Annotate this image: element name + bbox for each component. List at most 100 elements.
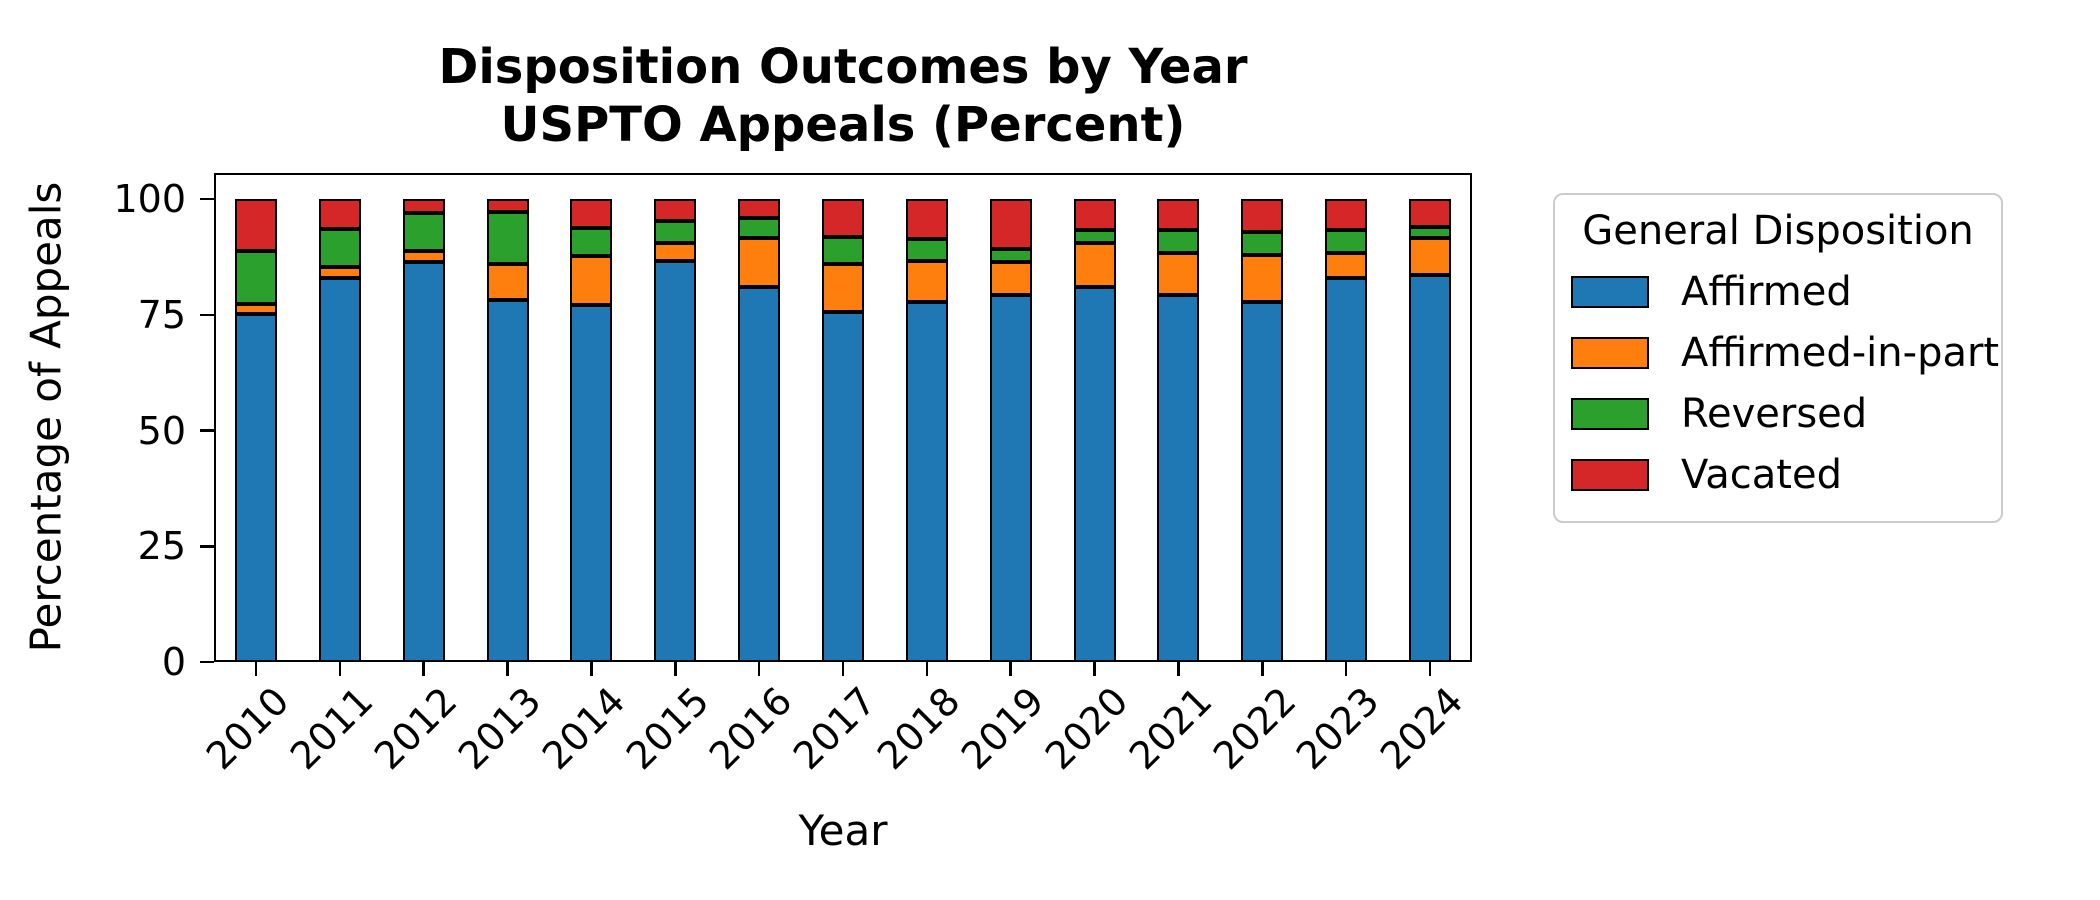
x-tick-label-2023: 2023 bbox=[1288, 678, 1388, 779]
legend-row-affirmed-in-part: Affirmed-in-part bbox=[1555, 322, 2001, 383]
y-tick-label-50: 50 bbox=[137, 408, 186, 453]
bar-2018-affirmed bbox=[905, 301, 948, 662]
bar-2020-affirmed bbox=[1073, 286, 1116, 662]
bar-2021-affirmed bbox=[1157, 295, 1200, 662]
bar-2011-affirmed-in-part bbox=[318, 266, 361, 278]
y-tick-mark-0 bbox=[200, 660, 214, 664]
bar-2017-reversed bbox=[822, 236, 864, 264]
x-tick-mark-2012 bbox=[422, 662, 425, 676]
x-tick-mark-2022 bbox=[1261, 662, 1264, 676]
bar-2016-affirmed bbox=[738, 286, 781, 662]
bar-2011-affirmed bbox=[318, 277, 361, 662]
x-tick-label-2010: 2010 bbox=[198, 678, 298, 779]
bar-2023-affirmed-in-part bbox=[1325, 252, 1368, 278]
x-tick-mark-2024 bbox=[1428, 662, 1432, 676]
legend-title: General Disposition bbox=[1582, 208, 1974, 254]
bar-2013-vacated bbox=[486, 199, 529, 213]
x-tick-label-2021: 2021 bbox=[1120, 678, 1221, 779]
bar-2024-vacated bbox=[1409, 199, 1452, 227]
bar-2019-reversed bbox=[989, 249, 1032, 263]
legend-swatch-vacated bbox=[1571, 458, 1649, 491]
bar-2013-reversed bbox=[486, 212, 529, 265]
x-tick-label-2024: 2024 bbox=[1372, 678, 1472, 779]
bar-2016-vacated bbox=[738, 199, 781, 218]
bar-2012-vacated bbox=[402, 199, 445, 214]
bar-2012-affirmed-in-part bbox=[402, 251, 445, 263]
bar-2024-reversed bbox=[1409, 226, 1452, 239]
legend-swatch-affirmed-in-part bbox=[1571, 336, 1649, 369]
x-tick-label-2017: 2017 bbox=[785, 678, 885, 779]
bar-2022-vacated bbox=[1241, 199, 1284, 233]
bar-2017-vacated bbox=[822, 199, 864, 237]
bar-2021-affirmed-in-part bbox=[1157, 253, 1200, 296]
x-tick-mark-2023 bbox=[1344, 662, 1348, 676]
bar-2015-affirmed-in-part bbox=[654, 243, 697, 262]
bar-2020-vacated bbox=[1073, 199, 1116, 231]
x-tick-mark-2015 bbox=[674, 662, 677, 676]
x-tick-label-2012: 2012 bbox=[365, 678, 466, 779]
bar-2023-affirmed bbox=[1325, 277, 1368, 662]
bar-2019-vacated bbox=[989, 199, 1032, 250]
bar-2015-reversed bbox=[654, 220, 697, 244]
bar-2018-reversed bbox=[905, 239, 948, 261]
bar-2017-affirmed bbox=[822, 312, 864, 662]
bar-2023-vacated bbox=[1325, 199, 1368, 231]
bar-2024-affirmed-in-part bbox=[1409, 238, 1452, 276]
bar-2012-reversed bbox=[402, 213, 445, 252]
legend-label-affirmed-in-part: Affirmed-in-part bbox=[1681, 329, 2000, 376]
y-tick-label-25: 25 bbox=[137, 524, 186, 569]
legend-swatch-affirmed bbox=[1571, 275, 1649, 308]
bar-2019-affirmed bbox=[989, 294, 1032, 662]
bar-2014-vacated bbox=[570, 199, 613, 229]
x-tick-label-2015: 2015 bbox=[617, 678, 717, 779]
bar-2013-affirmed bbox=[486, 300, 529, 662]
chart-title-line2: USPTO Appeals (Percent) bbox=[500, 97, 1186, 153]
x-tick-mark-2021 bbox=[1177, 662, 1180, 676]
x-tick-mark-2019 bbox=[1009, 662, 1012, 676]
bar-2018-vacated bbox=[905, 199, 948, 240]
bar-2012-affirmed bbox=[402, 262, 445, 662]
y-tick-label-75: 75 bbox=[137, 292, 186, 337]
x-tick-label-2020: 2020 bbox=[1036, 678, 1137, 779]
x-tick-label-2019: 2019 bbox=[952, 678, 1053, 779]
legend-row-reversed: Reversed bbox=[1555, 383, 2001, 444]
bar-2022-reversed bbox=[1241, 232, 1284, 256]
legend-row-affirmed: Affirmed bbox=[1555, 261, 2001, 322]
legend-swatch-reversed bbox=[1571, 397, 1649, 430]
bar-2010-affirmed-in-part bbox=[234, 303, 277, 314]
bar-2014-affirmed bbox=[570, 304, 613, 662]
bar-2020-reversed bbox=[1073, 230, 1116, 243]
x-tick-mark-2016 bbox=[757, 662, 761, 676]
bar-2011-reversed bbox=[318, 228, 361, 267]
bar-2023-reversed bbox=[1325, 230, 1368, 253]
bar-2021-vacated bbox=[1157, 199, 1200, 230]
y-tick-label-0: 0 bbox=[161, 640, 186, 684]
bar-2014-affirmed-in-part bbox=[570, 255, 613, 305]
bar-2022-affirmed bbox=[1241, 301, 1284, 662]
y-tick-mark-100 bbox=[200, 197, 214, 201]
bar-2013-affirmed-in-part bbox=[486, 264, 529, 301]
bar-2016-reversed bbox=[738, 217, 781, 239]
x-tick-label-2018: 2018 bbox=[869, 678, 969, 779]
y-tick-mark-75 bbox=[200, 313, 214, 316]
x-tick-label-2011: 2011 bbox=[281, 678, 382, 779]
legend-label-reversed: Reversed bbox=[1681, 390, 1868, 437]
bar-2014-reversed bbox=[570, 228, 613, 256]
bar-2017-affirmed-in-part bbox=[822, 263, 864, 313]
bar-2015-affirmed bbox=[654, 261, 697, 662]
legend-rows: Affirmed Affirmed-in-part Reversed Vacated bbox=[1555, 261, 2001, 505]
bar-2015-vacated bbox=[654, 199, 697, 221]
bar-2020-affirmed-in-part bbox=[1073, 242, 1116, 287]
x-tick-mark-2020 bbox=[1093, 662, 1096, 676]
y-tick-label-100: 100 bbox=[113, 177, 186, 221]
chart-title-line1: Disposition Outcomes by Year bbox=[438, 39, 1248, 95]
x-tick-mark-2014 bbox=[590, 662, 593, 676]
x-tick-mark-2010 bbox=[254, 662, 258, 676]
legend: General Disposition Affirmed Affirmed-in-… bbox=[1553, 193, 2003, 523]
bar-2016-affirmed-in-part bbox=[738, 238, 781, 287]
legend-row-vacated: Vacated bbox=[1555, 444, 2001, 505]
bar-2022-affirmed-in-part bbox=[1241, 255, 1284, 302]
x-tick-label-2014: 2014 bbox=[533, 678, 634, 779]
bar-2021-reversed bbox=[1157, 229, 1200, 254]
